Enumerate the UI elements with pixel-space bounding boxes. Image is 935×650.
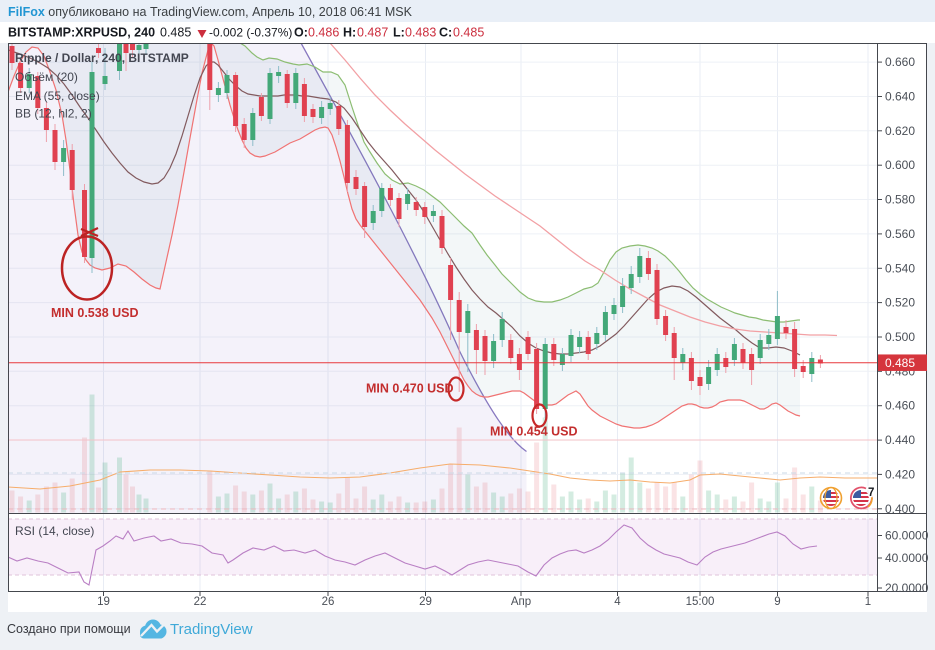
svg-text:MIN 0.538 USD: MIN 0.538 USD xyxy=(51,306,139,320)
svg-text:0.520: 0.520 xyxy=(885,296,915,310)
svg-text:MIN 0.454 USD: MIN 0.454 USD xyxy=(490,425,578,439)
svg-text:Объём (20): Объём (20) xyxy=(15,70,78,84)
svg-text:0.420: 0.420 xyxy=(885,467,915,481)
svg-text:7: 7 xyxy=(868,487,874,499)
svg-text:15:00: 15:00 xyxy=(686,596,715,608)
svg-text:29: 29 xyxy=(419,596,432,608)
svg-text:9: 9 xyxy=(774,596,780,608)
svg-text:26: 26 xyxy=(322,596,335,608)
svg-text:0.540: 0.540 xyxy=(885,261,915,275)
svg-text:0.580: 0.580 xyxy=(885,193,915,207)
svg-text:40.0000: 40.0000 xyxy=(885,551,929,565)
svg-text:Апр: Апр xyxy=(511,596,531,608)
svg-text:0.485: 0.485 xyxy=(885,356,915,370)
svg-text:RSI (14, close): RSI (14, close) xyxy=(15,524,94,538)
svg-text:0.660: 0.660 xyxy=(885,55,915,69)
svg-text:0.620: 0.620 xyxy=(885,124,915,138)
svg-text:1: 1 xyxy=(865,596,871,608)
svg-text:0.600: 0.600 xyxy=(885,158,915,172)
svg-text:0.560: 0.560 xyxy=(885,227,915,241)
svg-text:60.0000: 60.0000 xyxy=(885,529,929,543)
svg-text:0.440: 0.440 xyxy=(885,433,915,447)
svg-text:0.460: 0.460 xyxy=(885,399,915,413)
svg-text:BB (12, hl2, 2): BB (12, hl2, 2) xyxy=(15,107,92,121)
svg-text:Создано при помощи: Создано при помощи xyxy=(7,622,131,636)
svg-text:TradingView: TradingView xyxy=(170,621,253,638)
svg-text:0.400: 0.400 xyxy=(885,502,915,516)
svg-text:FilFox опубликовано на Trading: FilFox опубликовано на TradingView.com, … xyxy=(8,5,413,19)
svg-text:EMA (55, close): EMA (55, close) xyxy=(15,89,100,103)
svg-text:20.0000: 20.0000 xyxy=(885,581,929,595)
svg-text:0.640: 0.640 xyxy=(885,90,915,104)
svg-text:4: 4 xyxy=(614,596,621,608)
svg-text:Ripple / Dollar, 240, BITSTAMP: Ripple / Dollar, 240, BITSTAMP xyxy=(15,51,189,65)
svg-text:MIN 0.470 USD: MIN 0.470 USD xyxy=(366,382,454,396)
svg-text:0.500: 0.500 xyxy=(885,330,915,344)
svg-text:19: 19 xyxy=(97,596,110,608)
svg-text:22: 22 xyxy=(194,596,207,608)
